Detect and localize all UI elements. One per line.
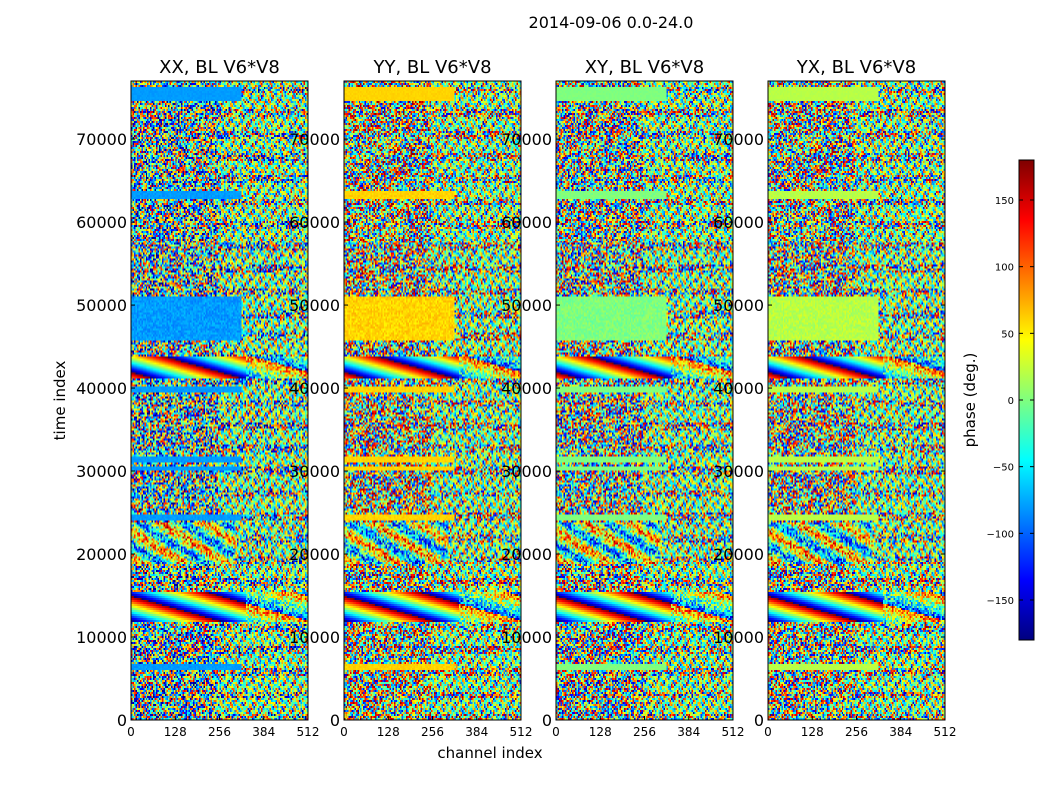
y-tick-label: 10000 — [713, 628, 764, 647]
panel-title: YY, BL V6*V8 — [372, 57, 491, 78]
x-tick-label: 256 — [633, 725, 656, 739]
y-tick-label: 60000 — [713, 213, 764, 232]
y-tick-label: 0 — [754, 711, 764, 730]
x-tick-label: 0 — [127, 725, 135, 739]
y-tick-label: 20000 — [289, 545, 340, 564]
y-tick-label: 70000 — [713, 130, 764, 149]
y-tick-label: 50000 — [713, 296, 764, 315]
x-tick-label: 512 — [934, 725, 957, 739]
y-tick-label: 70000 — [289, 130, 340, 149]
y-tick-label: 40000 — [501, 379, 552, 398]
x-tick-label: 384 — [889, 725, 912, 739]
panel-4: YX, BL V6*V8 0 10000 20000 30000 40000 50000 60… — [713, 57, 956, 739]
y-tick-label: 30000 — [76, 462, 127, 481]
colorbar-tick-label: 0 — [1008, 396, 1014, 407]
heatmap-image — [344, 81, 521, 720]
y-tick-label: 40000 — [713, 379, 764, 398]
x-tick-label: 128 — [164, 725, 187, 739]
heatmap-image — [768, 81, 945, 720]
y-tick-label: 50000 — [289, 296, 340, 315]
colorbar-tick-label: −100 — [987, 529, 1014, 540]
y-tick-label: 10000 — [289, 628, 340, 647]
y-axis-label: time index — [51, 361, 69, 441]
y-tick-label: 60000 — [289, 213, 340, 232]
y-tick-label: 40000 — [289, 379, 340, 398]
colorbar-tick-label: 50 — [1001, 329, 1014, 340]
y-tick-label: 20000 — [713, 545, 764, 564]
y-tick-label: 50000 — [501, 296, 552, 315]
panel-3: XY, BL V6*V8 0 10000 20000 30000 40000 50000 60… — [501, 57, 744, 739]
y-tick-label: 30000 — [289, 462, 340, 481]
panel-title: YX, BL V6*V8 — [796, 57, 916, 78]
y-tick-label: 0 — [542, 711, 552, 730]
x-tick-label: 256 — [845, 725, 868, 739]
x-tick-label: 0 — [552, 725, 560, 739]
y-tick-label: 60000 — [501, 213, 552, 232]
y-tick-label: 70000 — [76, 130, 127, 149]
y-tick-label: 0 — [330, 711, 340, 730]
panel-title: XY, BL V6*V8 — [585, 57, 704, 78]
panel-2: YY, BL V6*V8 0 10000 20000 30000 40000 50000 60… — [289, 57, 543, 762]
panel-1: XX, BL V6*V8 0 10000 20000 30000 40000 50000 60… — [51, 57, 319, 739]
x-tick-label: 384 — [252, 725, 275, 739]
y-tick-label: 30000 — [713, 462, 764, 481]
x-tick-label: 256 — [421, 725, 444, 739]
colorbar: 150 100 50 0 −50 −100 −150 phase (deg.) — [961, 159, 1035, 641]
y-tick-label: 10000 — [76, 628, 127, 647]
y-tick-label: 70000 — [501, 130, 552, 149]
x-tick-label: 384 — [465, 725, 488, 739]
y-tick-label: 0 — [117, 711, 127, 730]
colorbar-tick-label: −150 — [987, 596, 1014, 607]
y-tick-label: 40000 — [76, 379, 127, 398]
panel-title: XX, BL V6*V8 — [159, 57, 280, 78]
x-tick-label: 256 — [208, 725, 231, 739]
colorbar-label: phase (deg.) — [961, 353, 979, 448]
y-tick-label: 20000 — [76, 545, 127, 564]
x-tick-label: 128 — [801, 725, 824, 739]
x-tick-label: 512 — [722, 725, 745, 739]
x-tick-label: 0 — [340, 725, 348, 739]
figure-suptitle: 2014-09-06 0.0-24.0 — [529, 13, 694, 32]
x-tick-label: 128 — [589, 725, 612, 739]
y-tick-label: 50000 — [76, 296, 127, 315]
y-tick-label: 60000 — [76, 213, 127, 232]
x-tick-label: 512 — [297, 725, 320, 739]
colorbar-tick-label: 100 — [995, 263, 1014, 274]
x-tick-label: 128 — [377, 725, 400, 739]
y-tick-label: 20000 — [501, 545, 552, 564]
x-tick-label: 0 — [764, 725, 772, 739]
y-tick-label: 10000 — [501, 628, 552, 647]
x-axis-label: channel index — [437, 744, 542, 762]
y-tick-label: 30000 — [501, 462, 552, 481]
colorbar-tick-label: 150 — [995, 196, 1014, 207]
panels: XX, BL V6*V8 0 10000 20000 30000 40000 50000 60… — [51, 57, 956, 762]
colorbar-tick-label: −50 — [993, 463, 1014, 474]
heatmap-image — [131, 81, 308, 720]
heatmap-image — [556, 81, 733, 720]
x-tick-label: 384 — [677, 725, 700, 739]
x-tick-label: 512 — [510, 725, 533, 739]
